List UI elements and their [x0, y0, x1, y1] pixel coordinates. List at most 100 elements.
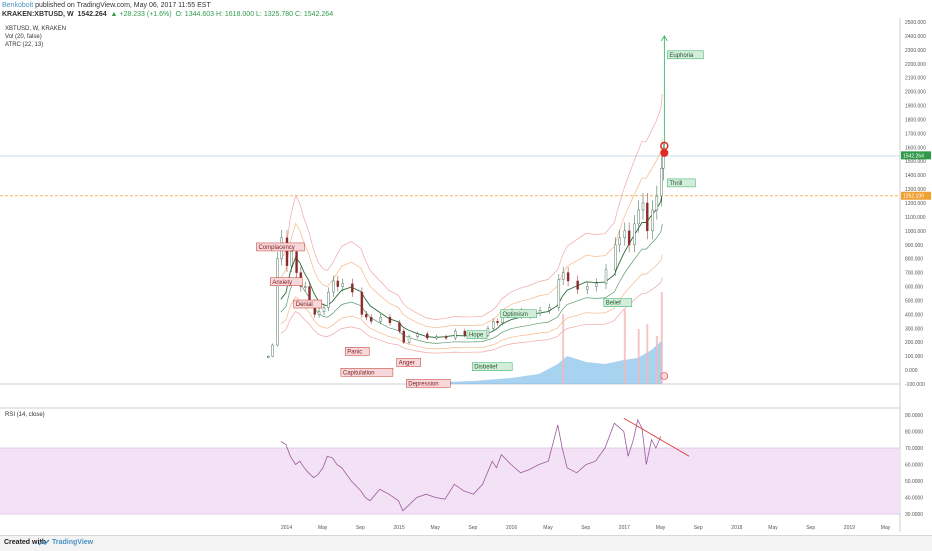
legend-volume: Vol (20, false): [5, 34, 42, 40]
price-axis-tick: 1400.000: [905, 173, 926, 179]
phase-label-box: [396, 358, 421, 367]
price-axis-tick: 700.000: [905, 271, 923, 277]
candle-body: [566, 272, 570, 282]
time-axis-tick: May: [543, 525, 553, 531]
price-axis-tick: 2400.000: [905, 34, 926, 40]
ohlc-values: O: 1344.603 H: 1618.000 L: 1325.780 C: 1…: [175, 11, 334, 18]
candle-body: [595, 283, 598, 287]
price-axis-tick: -100.000: [905, 382, 925, 388]
candle-body: [627, 230, 631, 245]
phase-label-box: [344, 347, 370, 356]
tradingview-logo-icon: [38, 539, 50, 546]
volume-spike-bar: [623, 309, 626, 384]
author-name[interactable]: Benkobolt: [2, 2, 34, 9]
candle-body: [276, 258, 279, 346]
price-candles: [266, 142, 665, 359]
phase-label-text: Thrill: [669, 181, 682, 187]
time-axis-tick: May: [430, 525, 440, 531]
candle-body: [633, 223, 636, 245]
candle-body: [491, 321, 495, 329]
candle-body: [336, 280, 340, 287]
candle-body: [303, 286, 307, 288]
price-axis-tick: 300.000: [905, 326, 923, 332]
footer-bar: Created with TradingView: [0, 535, 932, 551]
time-axis-tick: Sep: [694, 525, 703, 531]
candle-body: [557, 279, 561, 308]
candle-body: [618, 237, 621, 245]
symbol-name: KRAKEN:XBTUSD, W: [2, 11, 74, 18]
phase-label-box: [603, 298, 633, 307]
price-axis-tick: 100.000: [905, 354, 923, 360]
price-axis-tick: 200.000: [905, 340, 923, 346]
time-axis-tick: 2015: [394, 525, 405, 531]
level-price-tag: [901, 191, 931, 200]
candle-body: [388, 316, 392, 323]
candle-body: [454, 330, 457, 339]
legend-symbol: XBTUSD, W, KRAKEN: [5, 26, 66, 32]
phase-label-text: Belief: [606, 301, 621, 307]
candle-body: [486, 328, 490, 336]
price-axis-tick: 1600.000: [905, 145, 926, 151]
price-axis-tick: 1800.000: [905, 117, 926, 123]
price-axis-tick: 2500.000: [905, 20, 926, 26]
phase-label-text: Anger: [399, 361, 415, 367]
phase-label-text: Panic: [347, 349, 362, 355]
current-price-tag: [901, 151, 931, 160]
rsi-axis-tick: 50.0000: [905, 479, 923, 485]
candle-body: [660, 167, 663, 197]
rsi-pane: [0, 417, 900, 515]
candle-body: [576, 280, 579, 290]
time-axis-tick: 2019: [844, 525, 855, 531]
rsi-line: [280, 418, 662, 512]
atr-upper-band-inner: [280, 138, 663, 329]
candle-body: [637, 209, 640, 225]
candle-body: [426, 333, 429, 339]
phase-label-box: [340, 368, 394, 377]
volume-spike-bar: [637, 329, 640, 384]
phase-label-text: Optimism: [503, 312, 528, 318]
time-axis-tick: 2018: [731, 525, 742, 531]
time-axis-tick: Sep: [468, 525, 477, 531]
candle-body: [604, 269, 608, 284]
candle-body: [651, 209, 654, 232]
candle-body: [435, 336, 438, 339]
published-text: published on TradingView.com, May 06, 20…: [33, 2, 211, 9]
candle-body: [341, 283, 344, 287]
price-axis-tick: 2300.000: [905, 48, 926, 54]
event-marker: [660, 372, 669, 380]
volume-spike-bar: [562, 314, 565, 384]
price-axis-tick: 1200.000: [905, 201, 926, 207]
rsi-legend: RSI (14, close): [5, 412, 45, 418]
atr-lower-band-outer: [280, 277, 663, 354]
current-price-tag-label: 1542.264: [903, 153, 924, 159]
candle-body: [266, 355, 270, 358]
rsi-axis-tick: 30.0000: [905, 512, 923, 518]
price-axis-tick: 800.000: [905, 257, 923, 263]
price-axis-tick: 2100.000: [905, 76, 926, 82]
candle-body: [561, 272, 565, 280]
phase-label-text: Depression: [408, 381, 438, 387]
phase-label-box: [667, 178, 696, 188]
created-with-text: Created with: [4, 539, 47, 546]
candle-body: [369, 316, 373, 322]
candle-body: [662, 155, 665, 169]
time-axis-tick: Sep: [806, 525, 815, 531]
price-axis-tick: 2200.000: [905, 62, 926, 68]
phase-label-text: Denial: [296, 302, 313, 308]
alert-marker-ring: [660, 141, 669, 151]
volume-spike-bar: [646, 324, 649, 384]
price-axis-tick: 400.000: [905, 312, 923, 318]
phase-label-box: [500, 309, 537, 319]
rsi-axis-tick: 70.0000: [905, 446, 923, 452]
tradingview-brand[interactable]: TradingView: [52, 539, 94, 546]
candle-body: [379, 316, 382, 322]
volume-spike-bar: [655, 336, 658, 384]
candle-body: [285, 237, 289, 266]
rsi-axis-tick: 60.0000: [905, 463, 923, 469]
phase-label-box: [405, 379, 451, 388]
price-axis-tick: 1900.000: [905, 104, 926, 110]
phase-label-text: Euphoria: [669, 53, 694, 59]
legend-atrc: ATRC (22, 13): [5, 42, 43, 48]
euphoria-arrow-head: [660, 35, 668, 42]
